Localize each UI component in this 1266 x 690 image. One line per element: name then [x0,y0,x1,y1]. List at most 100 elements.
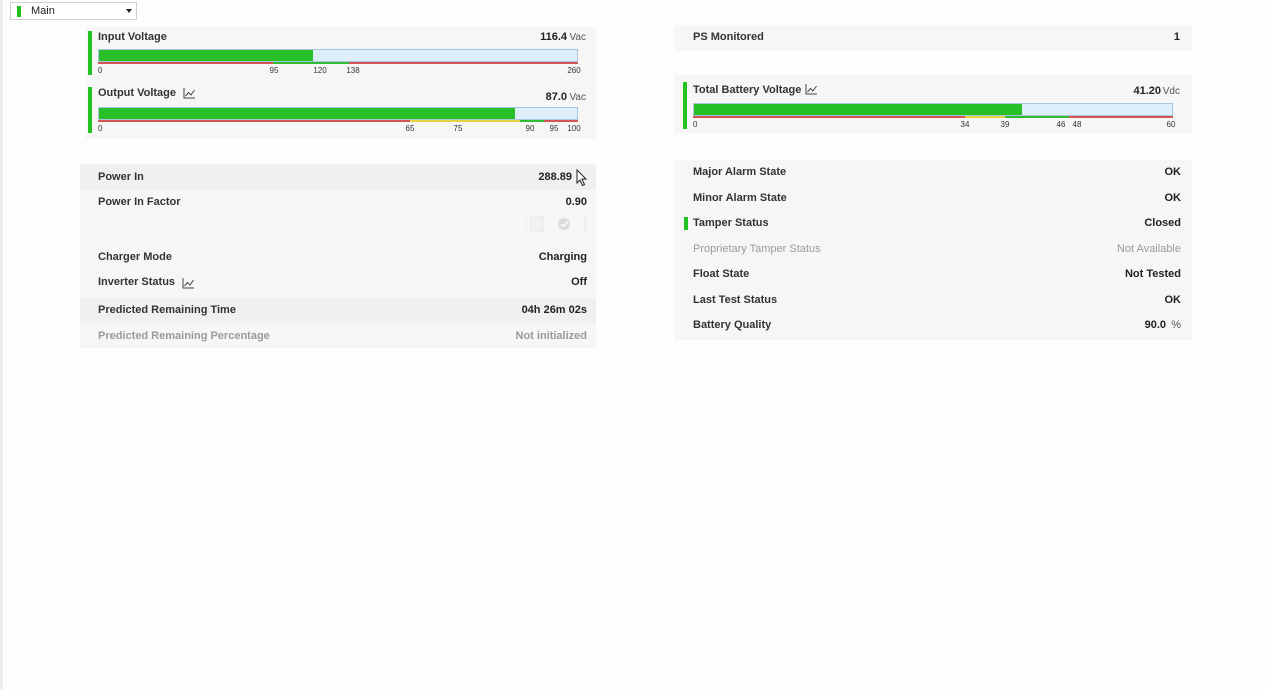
gauge-alarm-range [693,116,1173,118]
row-value: Not Available [1116,243,1181,255]
tick-label: 0 [693,120,698,129]
row-label: Float State [693,268,750,280]
row-unit: % [1171,319,1181,331]
major-alarm-state-row: Major Alarm State OK [674,160,1192,185]
row-value: Charging [538,251,587,263]
row-label: Proprietary Tamper Status [693,243,821,255]
output-voltage-gauge: Output Voltage 87.0 Vac 0 65 75 90 95 10… [88,87,588,135]
gauge-value: 116.4 [540,31,567,43]
trend-chart-icon[interactable] [182,278,195,289]
tick-label: 65 [405,124,415,133]
tick-label: 260 [567,66,581,75]
tick-label: 75 [453,124,463,133]
row-value: 1 [1173,31,1180,43]
mouse-cursor-icon [576,169,588,187]
gauge-fill [99,50,313,61]
battery-quality-row: Battery Quality 90.0 % [674,313,1192,338]
tick-label: 46 [1056,120,1066,129]
row-label: Power In [98,171,144,183]
status-marker [88,87,92,133]
tick-label: 100 [567,124,581,133]
row-value: OK [1164,166,1182,178]
power-in-row: Power In 288.89 [80,165,596,190]
gauge-normal-range [273,62,349,64]
inverter-status-row: Inverter Status Off [80,270,596,295]
row-label: Tamper Status [693,217,769,229]
status-marker [684,217,688,230]
chevron-down-icon [126,9,132,13]
gauge-title: Total Battery Voltage [693,84,802,96]
row-label: Battery Quality [693,319,772,331]
gauge-value: 41.20 [1133,85,1161,97]
float-state-row: Float State Not Tested [674,262,1192,287]
tick-label: 90 [525,124,535,133]
row-value: OK [1164,192,1182,204]
gauge-fill [694,104,1023,115]
row-value: 288.89 [538,171,572,183]
row-label: Inverter Status [98,276,176,288]
last-test-status-row: Last Test Status OK [674,288,1192,313]
tick-label: 120 [313,66,327,75]
row-label: Minor Alarm State [693,192,787,204]
status-panel [674,160,1192,340]
total-battery-voltage-gauge: Total Battery Voltage 41.20 Vdc 0 34 39 … [683,82,1183,130]
faded-input-control [372,215,586,233]
row-label: PS Monitored [693,31,764,43]
ps-monitored-row: PS Monitored 1 [674,25,1192,50]
tick-label: 60 [1166,120,1176,129]
status-marker [683,82,687,129]
row-value: Not initialized [515,330,588,342]
tick-label: 0 [98,66,103,75]
gauge-track [98,49,578,62]
trend-chart-icon[interactable] [805,84,818,95]
row-label: Charger Mode [98,251,172,263]
status-marker [88,31,92,75]
charger-mode-row: Charger Mode Charging [80,245,596,270]
row-label: Power In Factor [98,196,181,208]
window-edge [0,0,3,690]
proprietary-tamper-status-row: Proprietary Tamper Status Not Available [674,237,1192,262]
tick-label: 0 [98,124,103,133]
tick-label: 95 [269,66,279,75]
row-value: 90.0 [1144,319,1166,331]
tick-label: 138 [346,66,360,75]
tick-label: 95 [549,124,559,133]
gauge-warning-range [410,120,520,122]
row-value: Closed [1144,217,1181,229]
row-label: Last Test Status [693,294,778,306]
gauge-normal-range [520,120,544,122]
gauge-normal-range [1005,116,1069,118]
gauge-title: Input Voltage [98,31,167,43]
row-label: Predicted Remaining Time [98,304,236,316]
power-in-factor-row: Power In Factor 0.90 [80,190,596,215]
row-label: Major Alarm State [693,166,787,178]
gauge-unit: Vac [569,92,587,103]
row-label: Predicted Remaining Percentage [98,330,270,342]
gauge-track [98,107,578,120]
gauge-value: 87.0 [545,91,567,103]
tick-label: 48 [1072,120,1082,129]
status-marker [17,6,21,17]
minor-alarm-state-row: Minor Alarm State OK [674,186,1192,211]
row-value: Not Tested [1124,268,1181,280]
predicted-remaining-percentage-row: Predicted Remaining Percentage Not initi… [80,324,596,349]
gauge-warning-range [965,116,1005,118]
gauge-unit: Vac [569,32,587,43]
input-voltage-gauge: Input Voltage 116.4 Vac 0 95 120 138 260 [88,31,588,79]
ps-panel [674,25,1192,51]
row-value: OK [1164,294,1182,306]
gauge-fill [99,108,515,119]
row-value: 0.90 [565,196,587,208]
gauge-unit: Vdc [1162,86,1180,97]
predicted-remaining-time-row: Predicted Remaining Time 04h 26m 02s [80,298,596,323]
tick-label: 34 [960,120,970,129]
tamper-status-row: Tamper Status Closed [674,211,1192,236]
gauge-alarm-range [98,120,578,122]
tick-label: 39 [1000,120,1010,129]
gauge-title: Output Voltage [98,87,177,99]
trend-chart-icon[interactable] [183,88,196,99]
row-value: Off [571,276,587,288]
view-selector-value: Main [31,5,55,17]
row-value: 04h 26m 02s [521,304,587,316]
view-selector-dropdown[interactable]: Main [10,2,137,20]
